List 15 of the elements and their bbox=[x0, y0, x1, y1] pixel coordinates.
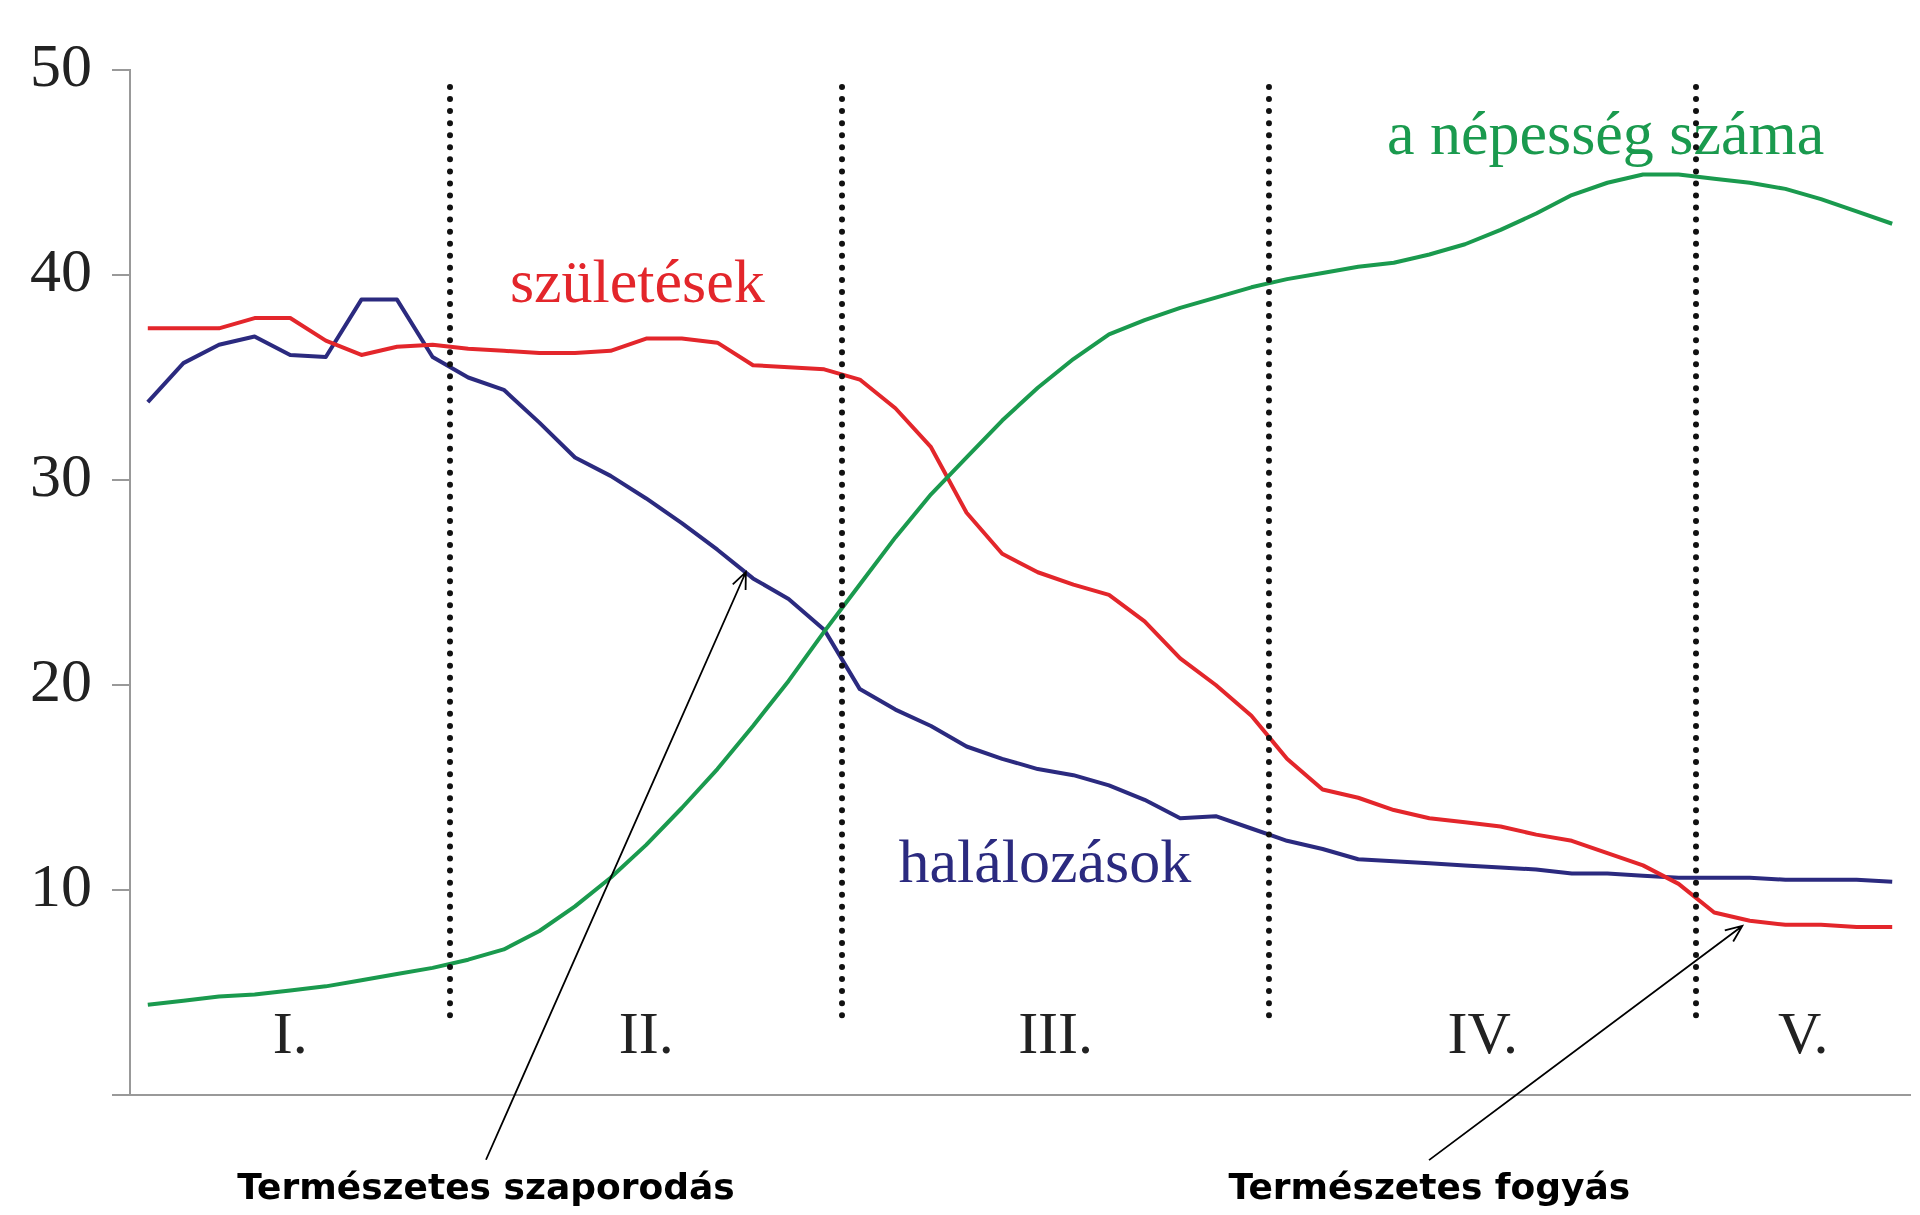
annotation: I. bbox=[272, 999, 308, 1066]
series-label: halálozások bbox=[898, 826, 1192, 895]
y-tick-label: 30 bbox=[30, 441, 92, 510]
text: Természetes fogyás bbox=[1228, 1166, 1631, 1208]
series-label: a népesség száma bbox=[1386, 98, 1825, 167]
annotation: III. bbox=[1018, 999, 1094, 1066]
annotation: V. bbox=[1777, 999, 1829, 1066]
y-tick-label: 40 bbox=[30, 236, 92, 305]
y-tick-label: 10 bbox=[30, 851, 92, 920]
y-tick-label: 50 bbox=[30, 31, 92, 100]
series-label: születések bbox=[509, 246, 765, 315]
text: Természetes szaporodás bbox=[237, 1166, 735, 1208]
y-tick-label: 20 bbox=[30, 646, 92, 715]
annotation: II. bbox=[618, 999, 674, 1066]
annotation: IV. bbox=[1447, 999, 1519, 1066]
